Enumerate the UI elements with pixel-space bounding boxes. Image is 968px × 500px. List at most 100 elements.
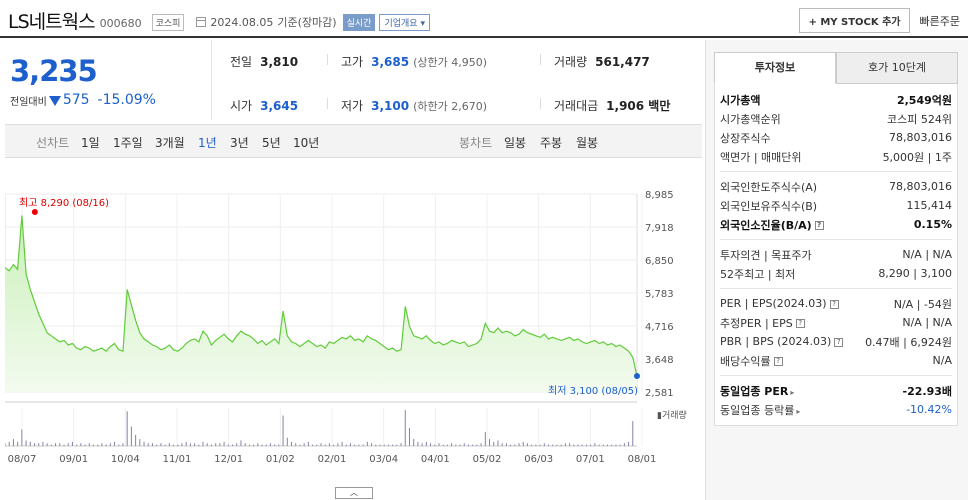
foreign-hold-label: 외국인보유주식수(B) [720, 199, 818, 213]
chevron-right-icon: ▸ [796, 406, 801, 416]
price-summary: 3,235 전일대비 575 -15.09% [0, 40, 212, 120]
y-tick-label: 6,850 [645, 256, 674, 267]
change-percent: -15.09% [97, 92, 156, 108]
x-tick-label: 12/01 [214, 454, 243, 465]
pbr-label: PBR | BPS (2024.03) [720, 335, 832, 348]
div-value: N/A [932, 354, 952, 367]
candle-monthly[interactable]: 월봉 [576, 136, 599, 150]
line-chart-tab[interactable]: 선차트 [36, 136, 70, 150]
help-icon[interactable]: ? [773, 357, 783, 366]
high-value: 3,685 [371, 55, 410, 69]
min-label: 최저 3,100 (08/05) [548, 385, 638, 397]
x-tick-label: 08/01 [628, 454, 657, 465]
price-chart: 8,985 7,918 6,850 5,783 4,716 3,648 2,581 08/07… [5, 160, 702, 500]
chevron-right-icon: ▸ [790, 387, 795, 397]
help-icon[interactable]: ? [795, 319, 805, 328]
company-overview-label: 기업개요 [384, 18, 418, 29]
price-date: 2024.08.05 [210, 15, 274, 29]
x-tick-label: 03/04 [369, 454, 398, 465]
calendar-icon [196, 17, 207, 27]
amount-label: 거래대금 [554, 99, 599, 113]
shares-label: 상장주식수 [720, 131, 771, 145]
company-overview-button[interactable]: 기업개요 ▾ [379, 13, 430, 31]
price-line [5, 215, 638, 377]
cap-rank-label: 시가총액순위 [720, 112, 781, 126]
quick-order-button[interactable]: 빠른주문 [919, 14, 960, 28]
sector-per-label[interactable]: 동일업종 PER [720, 384, 789, 398]
current-price: 3,235 [10, 54, 98, 88]
low-value: 3,100 [371, 99, 410, 113]
y-tick-label: 4,716 [645, 322, 674, 333]
x-tick-label: 09/01 [59, 454, 88, 465]
max-label: 최고 8,290 (08/16) [19, 197, 109, 209]
per-label: PER | EPS(2024.03) [720, 297, 827, 310]
y-tick-label: 8,985 [645, 190, 674, 201]
week52-label: 52주최고 | 최저 [720, 267, 796, 281]
foreign-limit-label: 외국인한도주식수(A) [720, 180, 818, 194]
market-cap-value: 2,549억원 [896, 93, 952, 107]
foreign-ratio-value: 0.15% [913, 218, 952, 231]
stock-header: LS네트웍스 000680 코스피 2024.08.05 기준(장마감) 실시간… [0, 0, 968, 38]
x-tick-label: 07/01 [576, 454, 605, 465]
price-area [5, 215, 637, 392]
est-per-value: N/A | N/A [902, 316, 952, 329]
y-tick-label: 5,783 [645, 289, 674, 300]
y-tick-label: 3,648 [645, 355, 674, 366]
sector-rate-value: -10.42% [906, 403, 952, 416]
volume-label: 거래량 [554, 55, 588, 69]
par-value: 5,000원 | 1주 [882, 150, 952, 164]
foreign-limit-value: 78,803,016 [889, 180, 952, 193]
period-toolbar: 선차트 1일 1주일 3개월 1년 3년 5년 10년 봉차트 일봉 주봉 월봉 [5, 124, 702, 158]
market-badge: 코스피 [151, 13, 185, 31]
foreign-ratio-label: 외국인소진율(B/A) [720, 218, 812, 232]
prev-close-value: 3,810 [260, 55, 299, 69]
y-tick-label: 7,918 [645, 223, 674, 234]
volume-label: ▮거래량 [657, 409, 687, 421]
period-3y[interactable]: 3년 [230, 136, 249, 150]
market-cap-label: 시가총액 [720, 93, 761, 107]
candle-chart-tab[interactable]: 봉차트 [459, 136, 493, 150]
invest-info-table: 시가총액 2,549억원 시가총액순위 코스피 524위 상장주식수 78,803,0… [714, 84, 958, 426]
realtime-button[interactable]: 실시간 [342, 13, 376, 31]
week52-value: 8,290 | 3,100 [878, 267, 952, 280]
upper-limit: (상한가 4,950) [413, 56, 487, 69]
help-icon[interactable]: ? [814, 221, 824, 230]
par-label: 액면가 | 매매단위 [720, 150, 802, 164]
period-1y[interactable]: 1년 [198, 136, 217, 150]
foreign-hold-value: 115,414 [906, 199, 953, 212]
period-3m[interactable]: 3개월 [155, 136, 185, 150]
help-icon[interactable]: ? [829, 299, 839, 309]
x-tick-label: 01/02 [266, 454, 295, 465]
price-basis: 기준(장마감) [277, 16, 337, 29]
invest-info-panel: 투자정보 호가 10단계 시가총액 2,549억원 시가총액순위 코스피 524위 … [705, 40, 968, 500]
tab-quote-10[interactable]: 호가 10단계 [836, 52, 958, 84]
sector-rate-label[interactable]: 동일업종 등락률 [720, 403, 795, 417]
open-value: 3,645 [260, 99, 299, 113]
high-label: 고가 [341, 55, 364, 69]
help-icon[interactable]: ? [834, 337, 844, 347]
collapse-chart-button[interactable]: ︿ [335, 487, 373, 499]
change-label: 전일대비 [10, 96, 47, 108]
tab-invest-info[interactable]: 투자정보 [714, 52, 836, 84]
add-mystock-button[interactable]: + MY STOCK 추가 [799, 8, 910, 33]
candle-weekly[interactable]: 주봉 [540, 136, 563, 150]
x-tick-label: 11/01 [163, 454, 192, 465]
period-1w[interactable]: 1주일 [113, 136, 143, 150]
cap-rank-value: 코스피 524위 [887, 112, 952, 126]
x-tick-label: 05/02 [473, 454, 502, 465]
lower-limit: (하한가 2,670) [413, 100, 487, 113]
period-5y[interactable]: 5년 [262, 136, 281, 150]
candle-daily[interactable]: 일봉 [504, 136, 527, 150]
shares-value: 78,803,016 [889, 131, 952, 144]
x-tick-label: 02/01 [318, 454, 347, 465]
sector-per-value: -22.93배 [902, 384, 952, 398]
period-10y[interactable]: 10년 [293, 136, 320, 150]
low-label: 저가 [341, 99, 364, 113]
x-tick-label: 04/01 [421, 454, 450, 465]
price-stats: 전일 3,810 고가 3,685 (상한가 4,950) 거래량 561,47… [212, 40, 704, 120]
volume-value: 561,477 [595, 55, 650, 69]
prev-close-label: 전일 [230, 55, 253, 69]
est-per-label: 추정PER | EPS [720, 316, 793, 330]
period-1d[interactable]: 1일 [81, 136, 100, 150]
open-label: 시가 [230, 99, 253, 113]
